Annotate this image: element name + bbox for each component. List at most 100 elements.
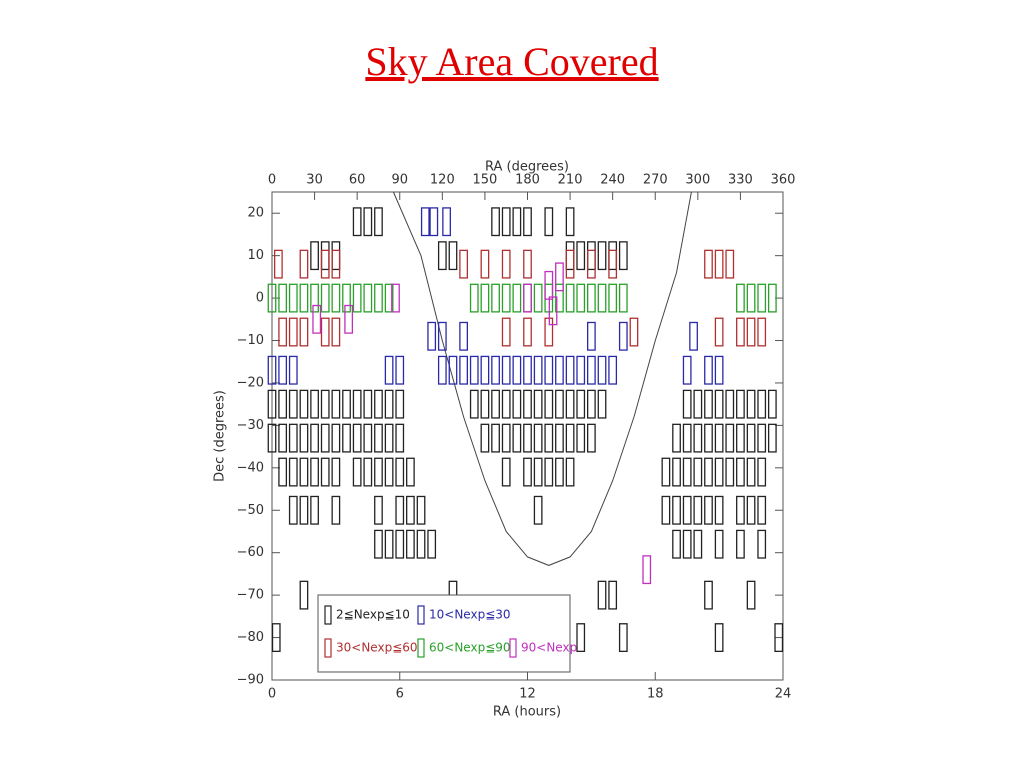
field: [597, 283, 607, 313]
y-tick-label: −10: [237, 333, 264, 348]
field: [267, 389, 277, 419]
field: [501, 249, 511, 279]
x-tick-label: 0: [268, 687, 276, 702]
x2-tick-label: 90: [391, 173, 408, 188]
x-tick-label: 12: [519, 687, 536, 702]
field: [320, 423, 330, 453]
field: [320, 457, 330, 487]
field: [374, 389, 383, 419]
field: [586, 249, 596, 279]
field: [384, 355, 394, 385]
field: [480, 423, 490, 453]
field: [406, 495, 415, 525]
field: [533, 389, 543, 419]
field: [576, 423, 586, 453]
field: [693, 423, 703, 453]
field: [352, 283, 362, 313]
field: [576, 389, 586, 419]
field: [555, 389, 564, 419]
field: [363, 423, 373, 453]
field: [395, 457, 405, 487]
field: [736, 529, 745, 559]
field: [469, 355, 479, 385]
field: [565, 457, 575, 487]
field: [310, 389, 319, 419]
field: [288, 283, 298, 313]
legend-swatch: [324, 605, 332, 625]
field: [565, 423, 575, 453]
field: [384, 283, 394, 313]
field: [342, 423, 351, 453]
field: [416, 495, 426, 525]
field: [533, 423, 543, 453]
field: [523, 423, 532, 453]
field: [352, 423, 362, 453]
field: [331, 457, 341, 487]
field: [512, 355, 522, 385]
x2-tick-label: 150: [473, 173, 498, 188]
field: [395, 389, 405, 419]
y-tick-label: −90: [237, 673, 264, 688]
field: [523, 457, 532, 487]
field: [459, 321, 469, 351]
field: [278, 389, 288, 419]
field: [288, 495, 298, 525]
field: [420, 207, 430, 237]
field: [704, 389, 713, 419]
field: [299, 283, 309, 313]
field: [544, 355, 554, 385]
field: [608, 249, 618, 279]
legend-box: [317, 594, 571, 673]
field: [374, 207, 383, 237]
field: [352, 207, 362, 237]
field: [437, 321, 447, 351]
field: [682, 355, 692, 385]
y-tick-label: −40: [237, 460, 264, 475]
field: [384, 389, 394, 419]
field: [714, 623, 724, 653]
legend-label: 10<Nexp≦30: [429, 608, 511, 622]
field: [565, 241, 575, 271]
field: [374, 529, 383, 559]
field: [672, 529, 681, 559]
field: [288, 355, 298, 385]
field: [480, 389, 490, 419]
field: [608, 283, 618, 313]
field: [491, 355, 500, 385]
field: [629, 317, 639, 347]
field: [682, 529, 692, 559]
field: [320, 317, 330, 347]
field: [618, 321, 628, 351]
x-axis-label: RA (hours): [493, 705, 561, 720]
field: [533, 495, 543, 525]
field: [312, 304, 322, 334]
field: [725, 423, 735, 453]
field: [544, 207, 554, 237]
field: [642, 555, 652, 585]
field: [555, 262, 564, 292]
field: [512, 207, 522, 237]
field: [736, 283, 745, 313]
field: [267, 355, 277, 385]
field: [618, 283, 628, 313]
legend-swatch: [417, 605, 425, 625]
field: [395, 529, 405, 559]
field: [704, 423, 713, 453]
field: [512, 423, 522, 453]
field: [437, 355, 447, 385]
field: [704, 249, 713, 279]
field: [693, 389, 703, 419]
field: [320, 249, 330, 279]
field: [491, 389, 500, 419]
field: [299, 495, 309, 525]
x2-tick-label: 210: [558, 173, 583, 188]
field: [682, 423, 692, 453]
field: [746, 580, 756, 610]
field: [533, 283, 543, 313]
field: [661, 457, 671, 487]
field: [299, 389, 309, 419]
field: [342, 283, 351, 313]
field: [767, 389, 777, 419]
field: [555, 457, 564, 487]
